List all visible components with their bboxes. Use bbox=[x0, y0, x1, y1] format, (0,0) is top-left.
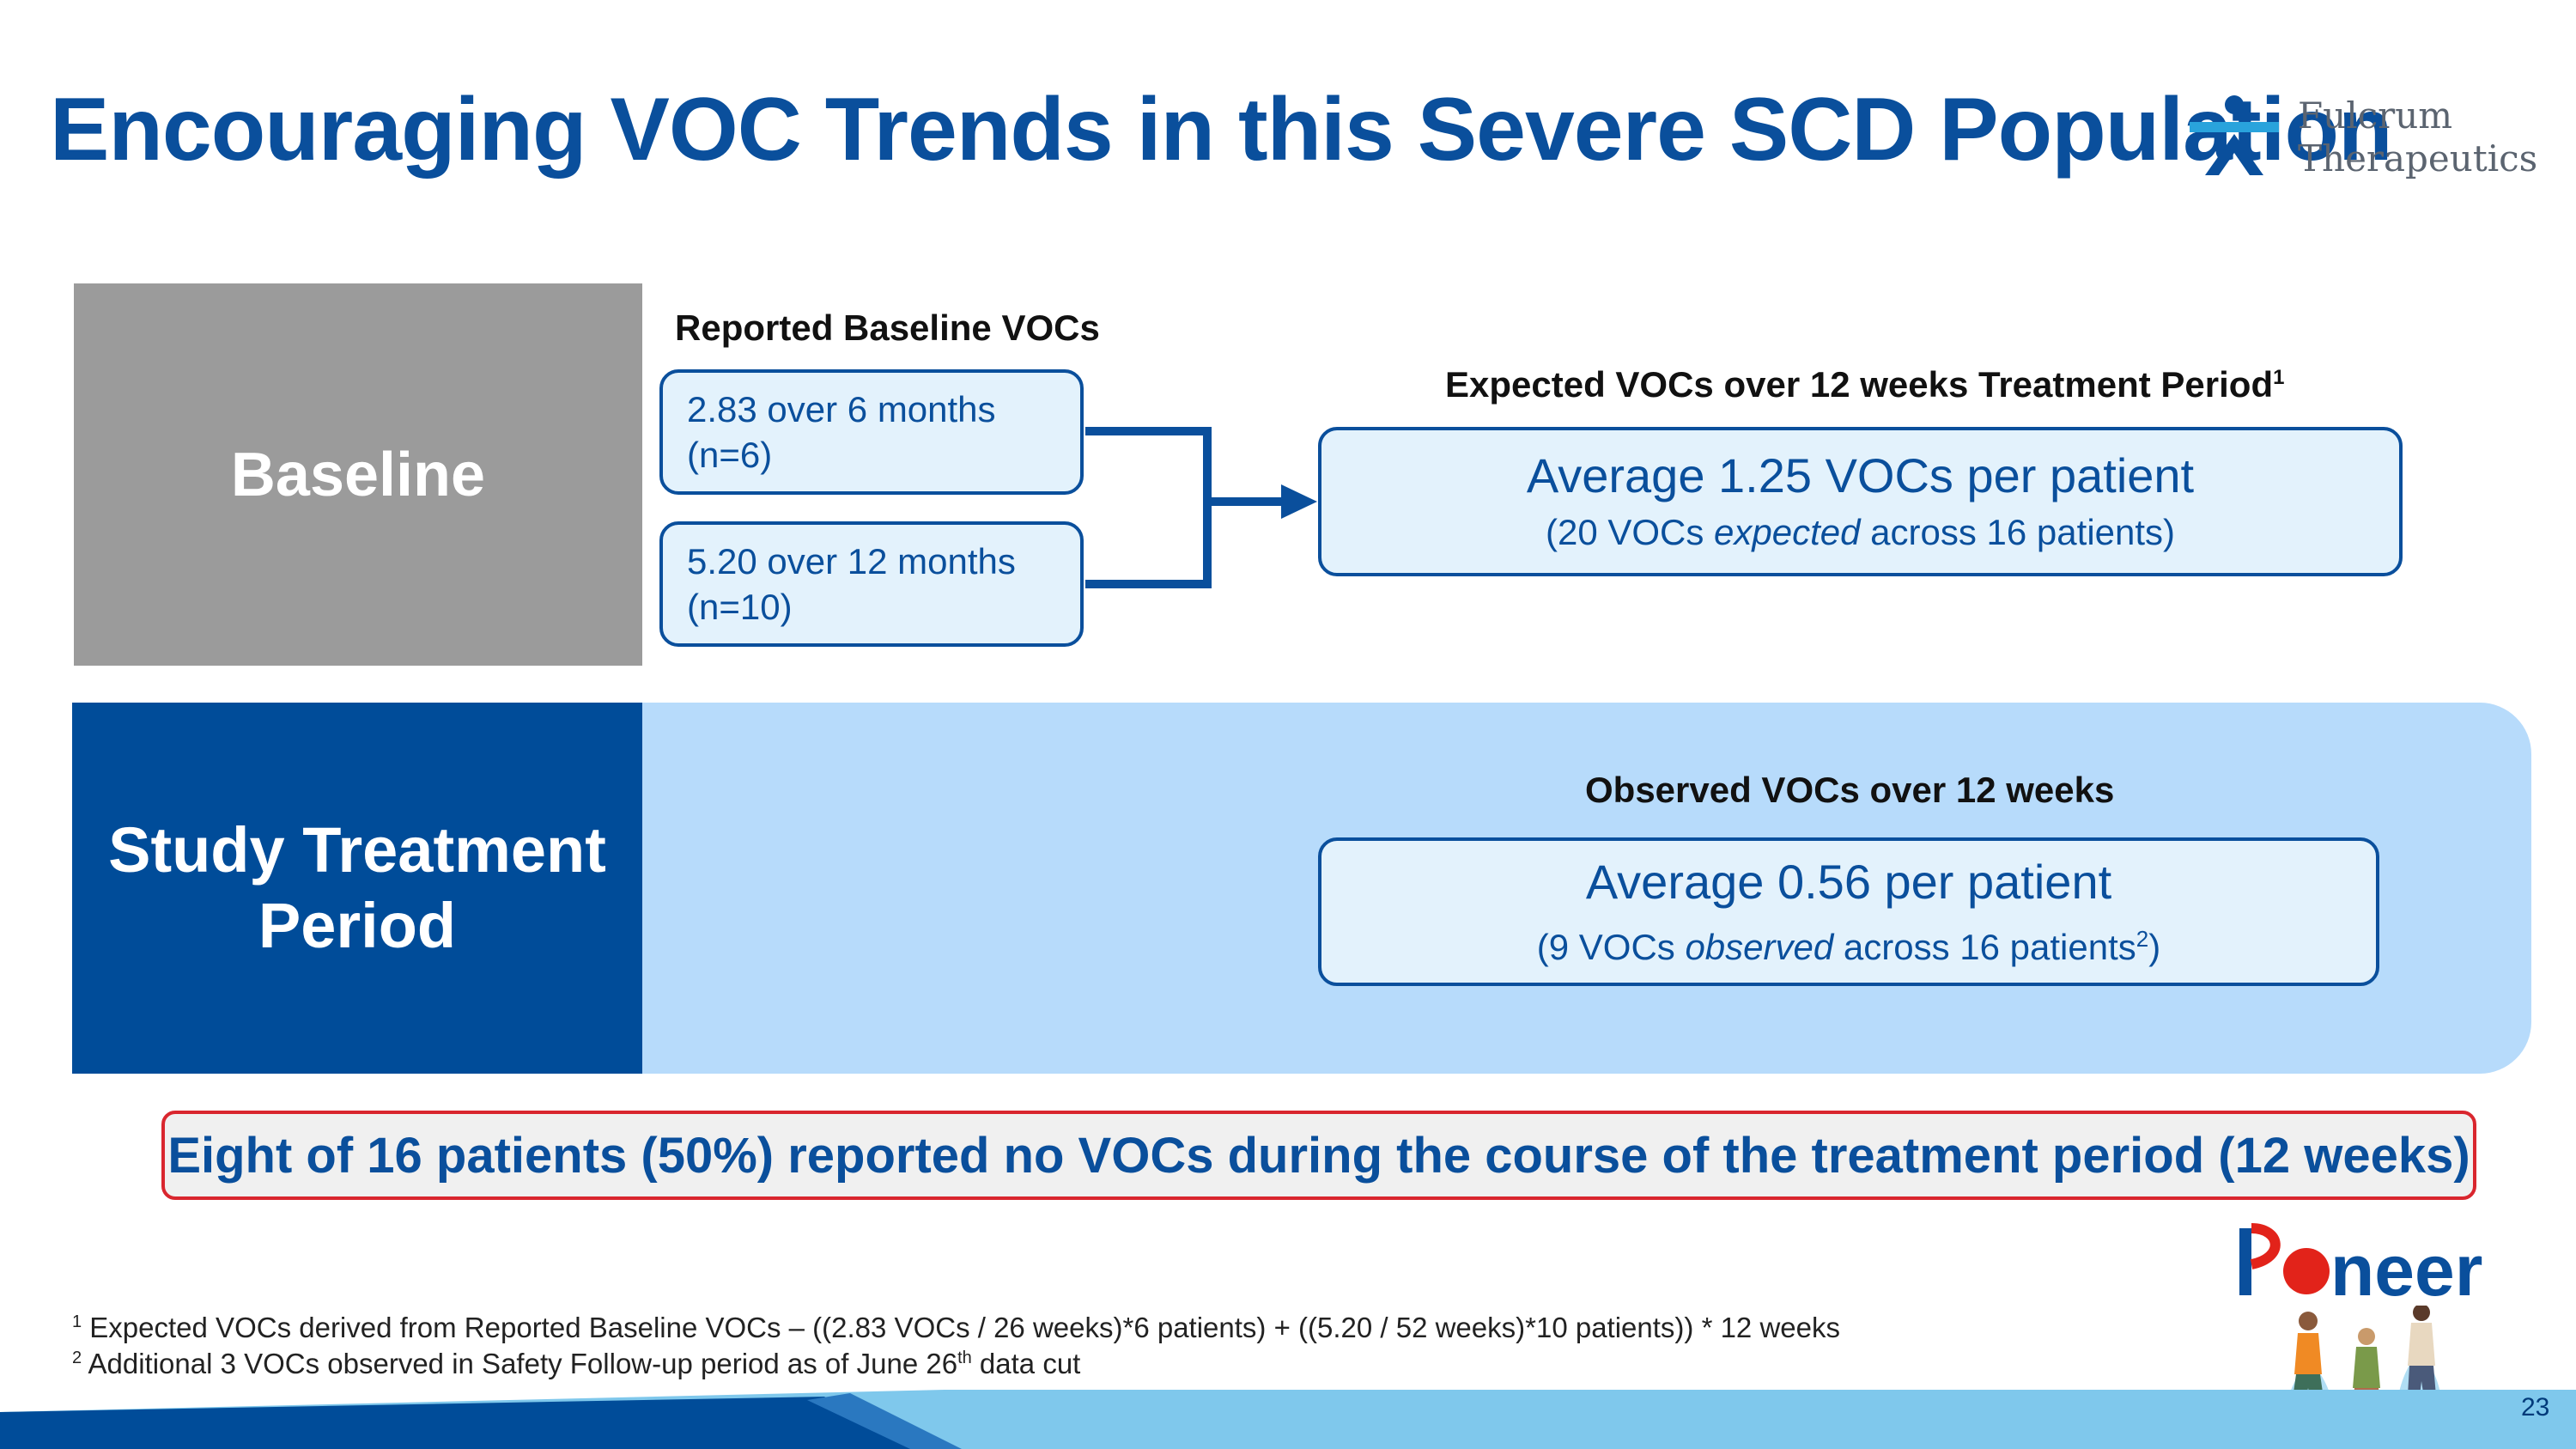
observed-vocs-heading: Observed VOCs over 12 weeks bbox=[1585, 770, 2115, 810]
logo-name-line1: Fulcrum bbox=[2298, 94, 2453, 137]
page-number: 23 bbox=[2521, 1393, 2550, 1422]
bracket-arrow-connector bbox=[1085, 427, 1317, 588]
expected-vocs-heading: Expected VOCs over 12 weeks Treatment Pe… bbox=[1445, 364, 2285, 405]
bottom-decorative-bar bbox=[0, 1390, 2576, 1449]
box-12mo-line2: (n=10) bbox=[687, 587, 793, 627]
footnote-1: 1 Expected VOCs derived from Reported Ba… bbox=[72, 1312, 1840, 1343]
study-label-line2: Period bbox=[258, 890, 457, 961]
fulcrum-logo-icon bbox=[2190, 95, 2279, 175]
study-label-line1: Study Treatment bbox=[108, 814, 606, 886]
baseline-12-month-box: 5.20 over 12 months (n=10) bbox=[659, 521, 1084, 647]
observed-vocs-box: Average 0.56 per patient (9 VOCs observe… bbox=[1318, 837, 2379, 986]
footnote-2: 2 Additional 3 VOCs observed in Safety F… bbox=[72, 1348, 1081, 1379]
footnote-ref-2: 2 bbox=[2136, 925, 2149, 952]
reported-baseline-heading: Reported Baseline VOCs bbox=[675, 307, 1100, 348]
expected-average: Average 1.25 VOCs per patient bbox=[1526, 448, 2195, 502]
baseline-label: Baseline bbox=[230, 440, 486, 509]
study-treatment-label-block: Study Treatment Period bbox=[72, 703, 642, 1074]
expected-detail: (20 VOCs expected across 16 patients) bbox=[1545, 512, 2176, 552]
box-6mo-line2: (n=6) bbox=[687, 435, 773, 475]
box-12mo-line1: 5.20 over 12 months bbox=[687, 541, 1016, 581]
key-finding-text: Eight of 16 patients (50%) reported no V… bbox=[167, 1127, 2470, 1184]
observed-average: Average 0.56 per patient bbox=[1585, 854, 2112, 909]
footnote-ref-1: 1 bbox=[2273, 366, 2285, 389]
baseline-6-month-box: 2.83 over 6 months (n=6) bbox=[659, 369, 1084, 495]
expected-vocs-box: Average 1.25 VOCs per patient (20 VOCs e… bbox=[1318, 427, 2403, 576]
observed-detail: (9 VOCs observed across 16 patients2) bbox=[1536, 925, 2161, 967]
svg-text:neer: neer bbox=[2330, 1230, 2482, 1311]
arrow-head-icon bbox=[1281, 484, 1317, 519]
key-finding-callout: Eight of 16 patients (50%) reported no V… bbox=[161, 1111, 2476, 1200]
logo-name-line2: Therapeutics bbox=[2298, 137, 2538, 180]
pioneer-logo: neer bbox=[2239, 1223, 2482, 1311]
box-6mo-line1: 2.83 over 6 months bbox=[687, 389, 996, 429]
baseline-label-block: Baseline bbox=[74, 283, 642, 666]
page-title: Encouraging VOC Trends in this Severe SC… bbox=[50, 80, 2393, 180]
